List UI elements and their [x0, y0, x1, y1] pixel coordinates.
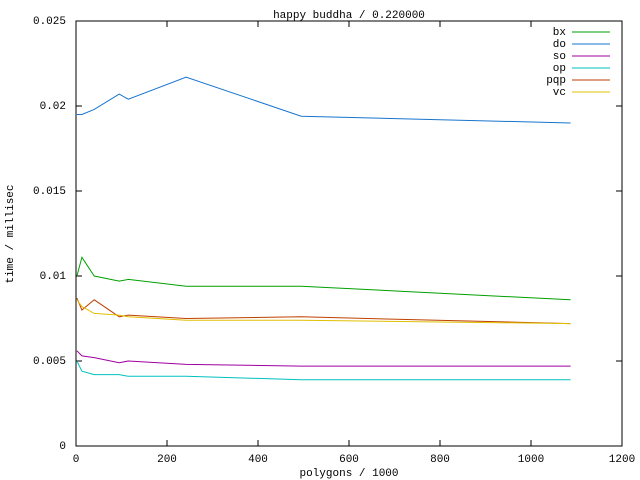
- series-line: [76, 256, 571, 301]
- chart-title: happy buddha / 0.220000: [273, 10, 425, 22]
- legend-label: bx: [553, 27, 567, 39]
- y-tick-label: 0: [59, 441, 66, 453]
- y-axis-label: time / millisec: [5, 184, 17, 283]
- series-line: [76, 350, 571, 367]
- legend-label: vc: [553, 87, 566, 99]
- y-tick-label: 0.005: [33, 356, 66, 368]
- y-tick-label: 0.01: [40, 271, 67, 283]
- x-tick-label: 1000: [518, 454, 544, 466]
- series-line: [76, 299, 571, 325]
- series-line: [76, 360, 571, 381]
- x-tick-label: 200: [157, 454, 177, 466]
- x-tick-label: 600: [339, 454, 359, 466]
- y-tick-label: 0.015: [33, 186, 66, 198]
- legend-label: pqp: [546, 75, 566, 87]
- x-tick-label: 0: [73, 454, 80, 466]
- y-tick-label: 0.02: [40, 101, 66, 113]
- y-tick-label: 0.025: [33, 16, 66, 28]
- series-line: [76, 297, 571, 325]
- series-line: [76, 76, 571, 124]
- legend-label: op: [553, 63, 566, 75]
- x-tick-label: 800: [430, 454, 450, 466]
- x-tick-label: 400: [248, 454, 268, 466]
- plot-frame: [75, 20, 623, 447]
- x-tick-label: 1200: [609, 454, 635, 466]
- legend-label: do: [553, 39, 566, 51]
- legend-label: so: [553, 51, 566, 63]
- x-axis-label: polygons / 1000: [299, 468, 398, 480]
